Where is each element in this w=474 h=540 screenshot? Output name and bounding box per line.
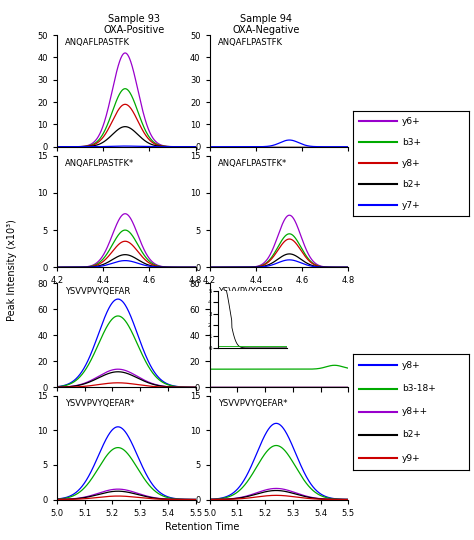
Text: YSVVPVYQEFAR*: YSVVPVYQEFAR* [218,399,287,408]
Text: Sample 93
OXA-Positive: Sample 93 OXA-Positive [104,14,165,35]
Text: ANQAFLPASTFK*: ANQAFLPASTFK* [65,159,135,168]
Text: y8++: y8++ [402,407,428,416]
Text: y7+: y7+ [402,201,420,210]
Text: y8+: y8+ [402,361,420,370]
Text: Peak Intensity (x10³): Peak Intensity (x10³) [7,219,17,321]
Text: y9+: y9+ [402,454,420,463]
Text: Retention Time: Retention Time [165,522,240,532]
Text: b2+: b2+ [402,180,421,189]
Text: ANQAFLPASTFK*: ANQAFLPASTFK* [218,159,287,168]
Text: YSVVPVYQEFAR: YSVVPVYQEFAR [65,287,130,295]
Text: b3-18+: b3-18+ [402,384,436,393]
Text: b3+: b3+ [402,138,421,147]
Text: Sample 94
OXA-Negative: Sample 94 OXA-Negative [232,14,300,35]
Text: ANQAFLPASTFK: ANQAFLPASTFK [218,38,283,48]
Text: ANQAFLPASTFK: ANQAFLPASTFK [65,38,130,48]
Text: b2+: b2+ [402,430,421,440]
Text: YSVVPVYQEFAR: YSVVPVYQEFAR [218,287,283,295]
Text: y6+: y6+ [402,117,420,126]
Text: y8+: y8+ [402,159,420,168]
Text: YSVVPVYQEFAR*: YSVVPVYQEFAR* [65,399,135,408]
